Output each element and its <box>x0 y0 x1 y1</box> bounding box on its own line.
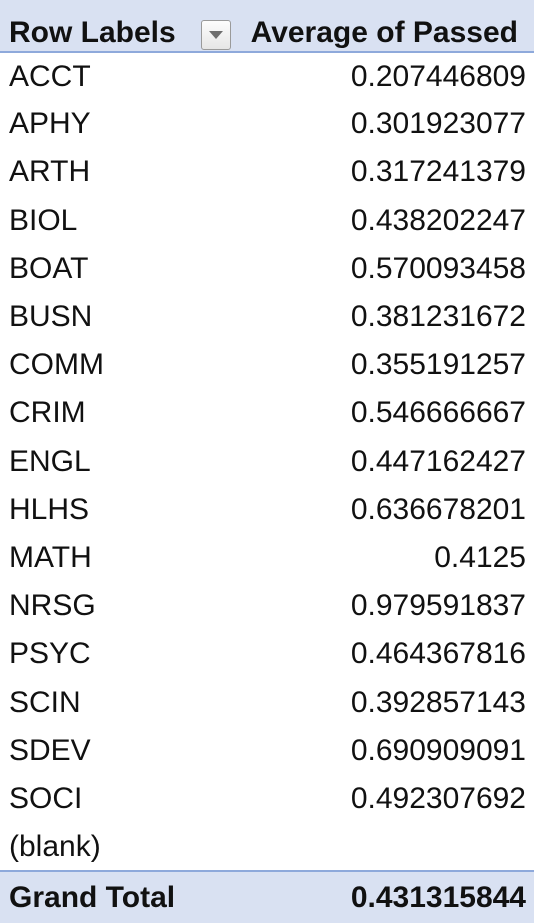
row-labels-header-cell[interactable]: Row Labels <box>0 0 249 52</box>
grand-total-row: Grand Total 0.431315844 <box>0 871 534 924</box>
row-label-cell[interactable]: NRSG <box>9 589 96 623</box>
row-value-cell[interactable]: 0.4125 <box>434 540 526 574</box>
row-label-cell[interactable]: PSYC <box>9 637 91 671</box>
pivot-row: BUSN 0.381231672 <box>0 293 534 341</box>
filter-dropdown-icon <box>209 31 223 39</box>
row-label-cell[interactable]: (blank) <box>9 829 101 863</box>
row-value-cell[interactable]: 0.979591837 <box>350 589 526 623</box>
row-value-cell[interactable]: 0.207446809 <box>350 59 526 93</box>
pivot-row: SCIN 0.392857143 <box>0 678 534 726</box>
pivot-row: MATH 0.4125 <box>0 534 534 582</box>
row-label-cell[interactable]: ENGL <box>9 444 91 478</box>
pivot-row: COMM 0.355191257 <box>0 341 534 389</box>
grand-total-value[interactable]: 0.431315844 <box>350 880 526 914</box>
pivot-row: APHY 0.301923077 <box>0 100 534 148</box>
row-value-cell[interactable]: 0.301923077 <box>350 107 526 141</box>
pivot-body: ACCT 0.207446809 APHY 0.301923077 ARTH 0.3172… <box>0 52 534 871</box>
row-label-cell[interactable]: SDEV <box>9 733 91 767</box>
row-label-cell[interactable]: BOAT <box>9 251 89 285</box>
row-value-cell[interactable]: 0.570093458 <box>350 251 526 285</box>
pivot-row: SOCI 0.492307692 <box>0 775 534 823</box>
grand-total-label[interactable]: Grand Total <box>9 880 176 914</box>
pivot-row: BOAT 0.570093458 <box>0 245 534 293</box>
row-label-cell[interactable]: MATH <box>9 540 92 574</box>
row-value-cell[interactable]: 0.464367816 <box>350 637 526 671</box>
row-value-cell[interactable]: 0.636678201 <box>350 492 526 526</box>
pivot-header-row: Row Labels Average of Passed <box>0 0 534 52</box>
row-label-cell[interactable]: CRIM <box>9 396 86 430</box>
pivot-row: BIOL 0.438202247 <box>0 197 534 245</box>
row-label-cell[interactable]: SCIN <box>9 685 81 719</box>
filter-dropdown-button[interactable] <box>201 20 231 50</box>
row-label-cell[interactable]: BIOL <box>9 203 78 237</box>
row-label-cell[interactable]: COMM <box>9 348 104 382</box>
row-value-cell[interactable]: 0.438202247 <box>350 203 526 237</box>
pivot-row: ENGL 0.447162427 <box>0 438 534 486</box>
row-value-cell[interactable]: 0.690909091 <box>350 733 526 767</box>
pivot-row: (blank) <box>0 823 534 871</box>
pivot-row: HLHS 0.636678201 <box>0 486 534 534</box>
row-value-cell[interactable]: 0.447162427 <box>350 444 526 478</box>
pivot-row: ACCT 0.207446809 <box>0 52 534 100</box>
row-value-cell[interactable]: 0.381231672 <box>350 300 526 334</box>
row-value-cell[interactable]: 0.317241379 <box>350 155 526 189</box>
row-value-cell[interactable]: 0.392857143 <box>350 685 526 719</box>
row-label-cell[interactable]: ACCT <box>9 59 91 93</box>
row-labels-header: Row Labels <box>9 15 176 49</box>
pivot-row: SDEV 0.690909091 <box>0 727 534 775</box>
row-label-cell[interactable]: BUSN <box>9 300 93 334</box>
value-field-header[interactable]: Average of Passed <box>250 15 518 49</box>
pivot-row: ARTH 0.317241379 <box>0 148 534 196</box>
row-label-cell[interactable]: APHY <box>9 107 91 141</box>
pivot-row: PSYC 0.464367816 <box>0 630 534 678</box>
pivot-row: CRIM 0.546666667 <box>0 389 534 437</box>
row-value-cell[interactable] <box>249 823 534 871</box>
row-value-cell[interactable]: 0.546666667 <box>350 396 526 430</box>
row-value-cell[interactable]: 0.492307692 <box>350 781 526 815</box>
row-label-cell[interactable]: HLHS <box>9 492 90 526</box>
row-value-cell[interactable]: 0.355191257 <box>350 348 526 382</box>
row-label-cell[interactable]: ARTH <box>9 155 91 189</box>
row-label-cell[interactable]: SOCI <box>9 781 83 815</box>
pivot-row: NRSG 0.979591837 <box>0 582 534 630</box>
